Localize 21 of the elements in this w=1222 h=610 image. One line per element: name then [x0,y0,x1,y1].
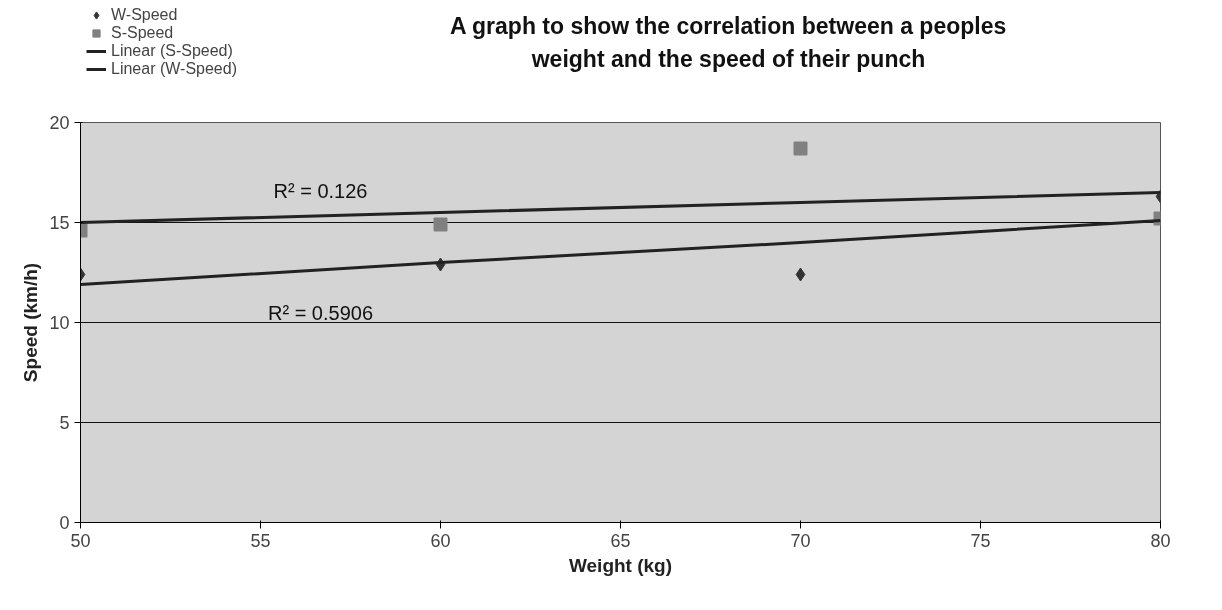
x-tick-label: 75 [970,530,991,551]
y-tick-label: 0 [59,513,70,533]
y-tick-label: 5 [59,413,70,433]
x-tick-label: 60 [430,530,451,551]
x-tick-label: 70 [790,530,811,551]
legend-label: Linear (S-Speed) [111,42,233,60]
annotation: R² = 0.5906 [267,301,374,324]
legend-label: Linear (W-Speed) [111,60,237,78]
x-axis-title: Weight (kg) [568,554,673,576]
annotation: R² = 0.126 [273,179,368,202]
legend-label: W-Speed [111,6,178,24]
y-tick-label: 15 [49,213,70,233]
chart-title: A graph to show the correlation between a peoples weight and the speed of their punch [449,13,1007,72]
x-tick-label: 55 [250,530,271,551]
y-tick-label: 10 [49,313,70,333]
y-tick-label: 20 [49,113,70,133]
x-tick-label: 50 [70,530,91,551]
x-tick-label: 80 [1150,530,1171,551]
y-axis-title: Speed (km/h) [20,262,42,383]
x-tick-label: 65 [610,530,631,551]
legend-label: S-Speed [111,24,174,42]
